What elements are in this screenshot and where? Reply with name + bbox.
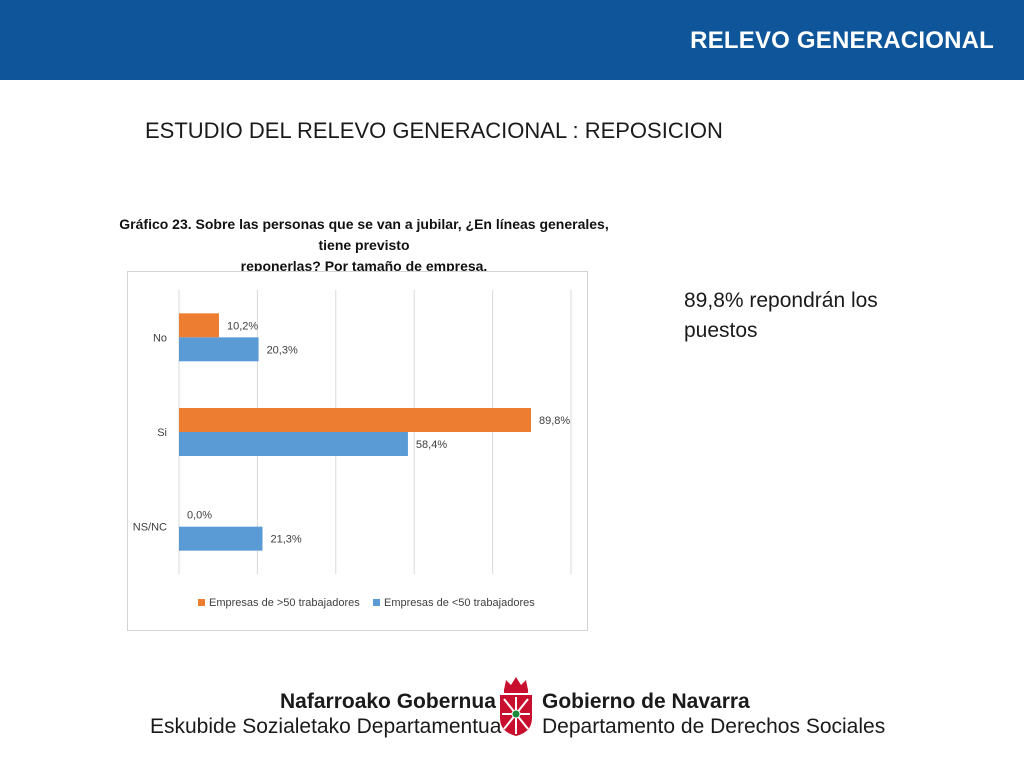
bar — [179, 526, 263, 551]
header-bar: RELEVO GENERACIONAL — [0, 0, 1024, 80]
data-label: 21,3% — [270, 534, 301, 546]
header-title: RELEVO GENERACIONAL — [690, 27, 994, 54]
data-label: 0,0% — [187, 510, 212, 522]
bar — [179, 337, 259, 362]
footer-logo: Nafarroako Gobernua Eskubide Sozialetako… — [150, 672, 890, 752]
chart-heading-line2: reponerlas? Por tamaño de empresa. — [240, 258, 488, 274]
data-label: 10,2% — [227, 320, 258, 332]
category-label: NS/NC — [133, 522, 167, 534]
category-label: Si — [157, 427, 167, 439]
footer-left-top: Nafarroako Gobernua — [280, 690, 496, 713]
bar-chart-svg: No 10,2% 20,3% Si 89,8% 58,4% NS/NC 0,0% 21,3% Em… — [133, 290, 572, 609]
callout-text: 89,8% repondrán los puestos — [684, 289, 878, 342]
bar — [179, 432, 408, 456]
legend-swatch — [198, 599, 205, 606]
bar-chart: No 10,2% 20,3% Si 89,8% 58,4% NS/NC 0,0% 21,3% Em… — [127, 271, 588, 631]
footer-right-bottom: Departamento de Derechos Sociales — [542, 715, 886, 738]
legend-label: Empresas de <50 trabajadores — [384, 597, 535, 609]
chart-heading: Gráfico 23. Sobre las personas que se va… — [104, 214, 624, 277]
footer-left-bottom: Eskubide Sozialetako Departamentua — [150, 715, 502, 738]
data-label: 58,4% — [416, 439, 447, 451]
category-label: No — [153, 332, 167, 344]
bar — [179, 313, 219, 338]
footer-right-top: Gobierno de Navarra — [542, 690, 750, 713]
legend-label: Empresas de >50 trabajadores — [209, 597, 360, 609]
navarre-crest-icon — [500, 677, 532, 736]
data-label: 89,8% — [539, 415, 570, 427]
chart-heading-line1: Gráfico 23. Sobre las personas que se va… — [119, 216, 609, 253]
data-label: 20,3% — [267, 344, 298, 356]
legend-swatch — [373, 599, 380, 606]
bar — [179, 408, 532, 432]
slide-title: ESTUDIO DEL RELEVO GENERACIONAL : REPOSI… — [145, 118, 723, 143]
